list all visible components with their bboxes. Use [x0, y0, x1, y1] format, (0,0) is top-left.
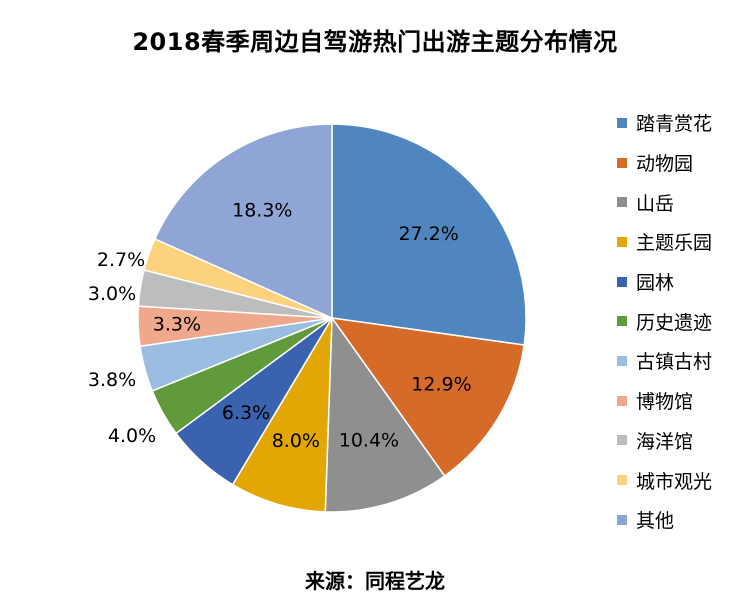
- legend-item-5: 园林: [617, 262, 747, 302]
- legend-swatch: [617, 355, 627, 366]
- legend-item-9: 海洋馆: [617, 421, 747, 461]
- legend-label: 山岳: [636, 192, 675, 215]
- legend-item-8: 博物馆: [617, 381, 747, 421]
- legend-item-10: 城市观光: [617, 460, 747, 500]
- legend-swatch: [617, 197, 627, 208]
- data-label-5: 6.3%: [222, 402, 270, 424]
- legend-swatch: [617, 475, 627, 486]
- data-label-9: 3.0%: [88, 283, 136, 305]
- legend-swatch: [617, 117, 627, 128]
- legend-item-1: 踏青赏花: [617, 103, 747, 143]
- legend-label: 踏青赏花: [636, 113, 713, 136]
- data-label-11: 18.3%: [232, 200, 292, 222]
- data-label-8: 3.3%: [153, 314, 201, 336]
- data-label-6: 4.0%: [108, 425, 156, 447]
- data-label-3: 10.4%: [339, 430, 399, 452]
- chart-source: 来源：同程艺龙: [305, 569, 445, 593]
- legend-swatch: [617, 157, 627, 168]
- pie-slice-4: [231, 317, 333, 513]
- chart-title: 2018春季周边自驾游热门出游主题分布情况: [132, 28, 618, 56]
- data-label-2: 12.9%: [411, 373, 471, 395]
- data-label-10: 2.7%: [97, 249, 145, 271]
- legend-swatch: [617, 316, 627, 327]
- pie-slice-1: [331, 123, 527, 346]
- legend-swatch: [617, 395, 627, 406]
- legend-label: 主题乐园: [636, 232, 713, 255]
- data-label-7: 3.8%: [88, 369, 136, 391]
- legend-label: 园林: [636, 272, 675, 295]
- legend-swatch: [617, 236, 627, 247]
- pie-slice-11: [153, 123, 333, 320]
- legend-swatch: [617, 276, 627, 287]
- legend-swatch: [617, 435, 627, 446]
- legend-label: 博物馆: [636, 391, 694, 414]
- pie-slice-3: [324, 315, 446, 513]
- chart-legend: 踏青赏花动物园山岳主题乐园园林历史遗迹古镇古村博物馆海洋馆城市观光其他: [617, 103, 747, 540]
- legend-label: 古镇古村: [636, 351, 713, 374]
- pie-slice-2: [330, 317, 525, 477]
- legend-label: 城市观光: [636, 470, 713, 493]
- legend-item-2: 动物园: [617, 143, 747, 183]
- data-label-1: 27.2%: [398, 223, 458, 245]
- pie-slices: [137, 123, 527, 513]
- legend-item-7: 古镇古村: [617, 341, 747, 381]
- data-label-4: 8.0%: [272, 430, 320, 452]
- pie-data-labels: 27.2% 12.9% 10.4% 8.0%6.3% 4.0% 3.8% 3.3% 3.0% 2…: [88, 200, 472, 452]
- legend-swatch: [617, 514, 627, 525]
- legend-label: 历史遗迹: [636, 311, 713, 334]
- legend-item-11: 其他: [617, 500, 747, 540]
- legend-label: 海洋馆: [636, 430, 694, 453]
- legend-item-4: 主题乐园: [617, 222, 747, 262]
- legend-label: 动物园: [636, 153, 694, 176]
- legend-item-6: 历史遗迹: [617, 301, 747, 341]
- legend-item-3: 山岳: [617, 182, 747, 222]
- legend-label: 其他: [636, 510, 675, 533]
